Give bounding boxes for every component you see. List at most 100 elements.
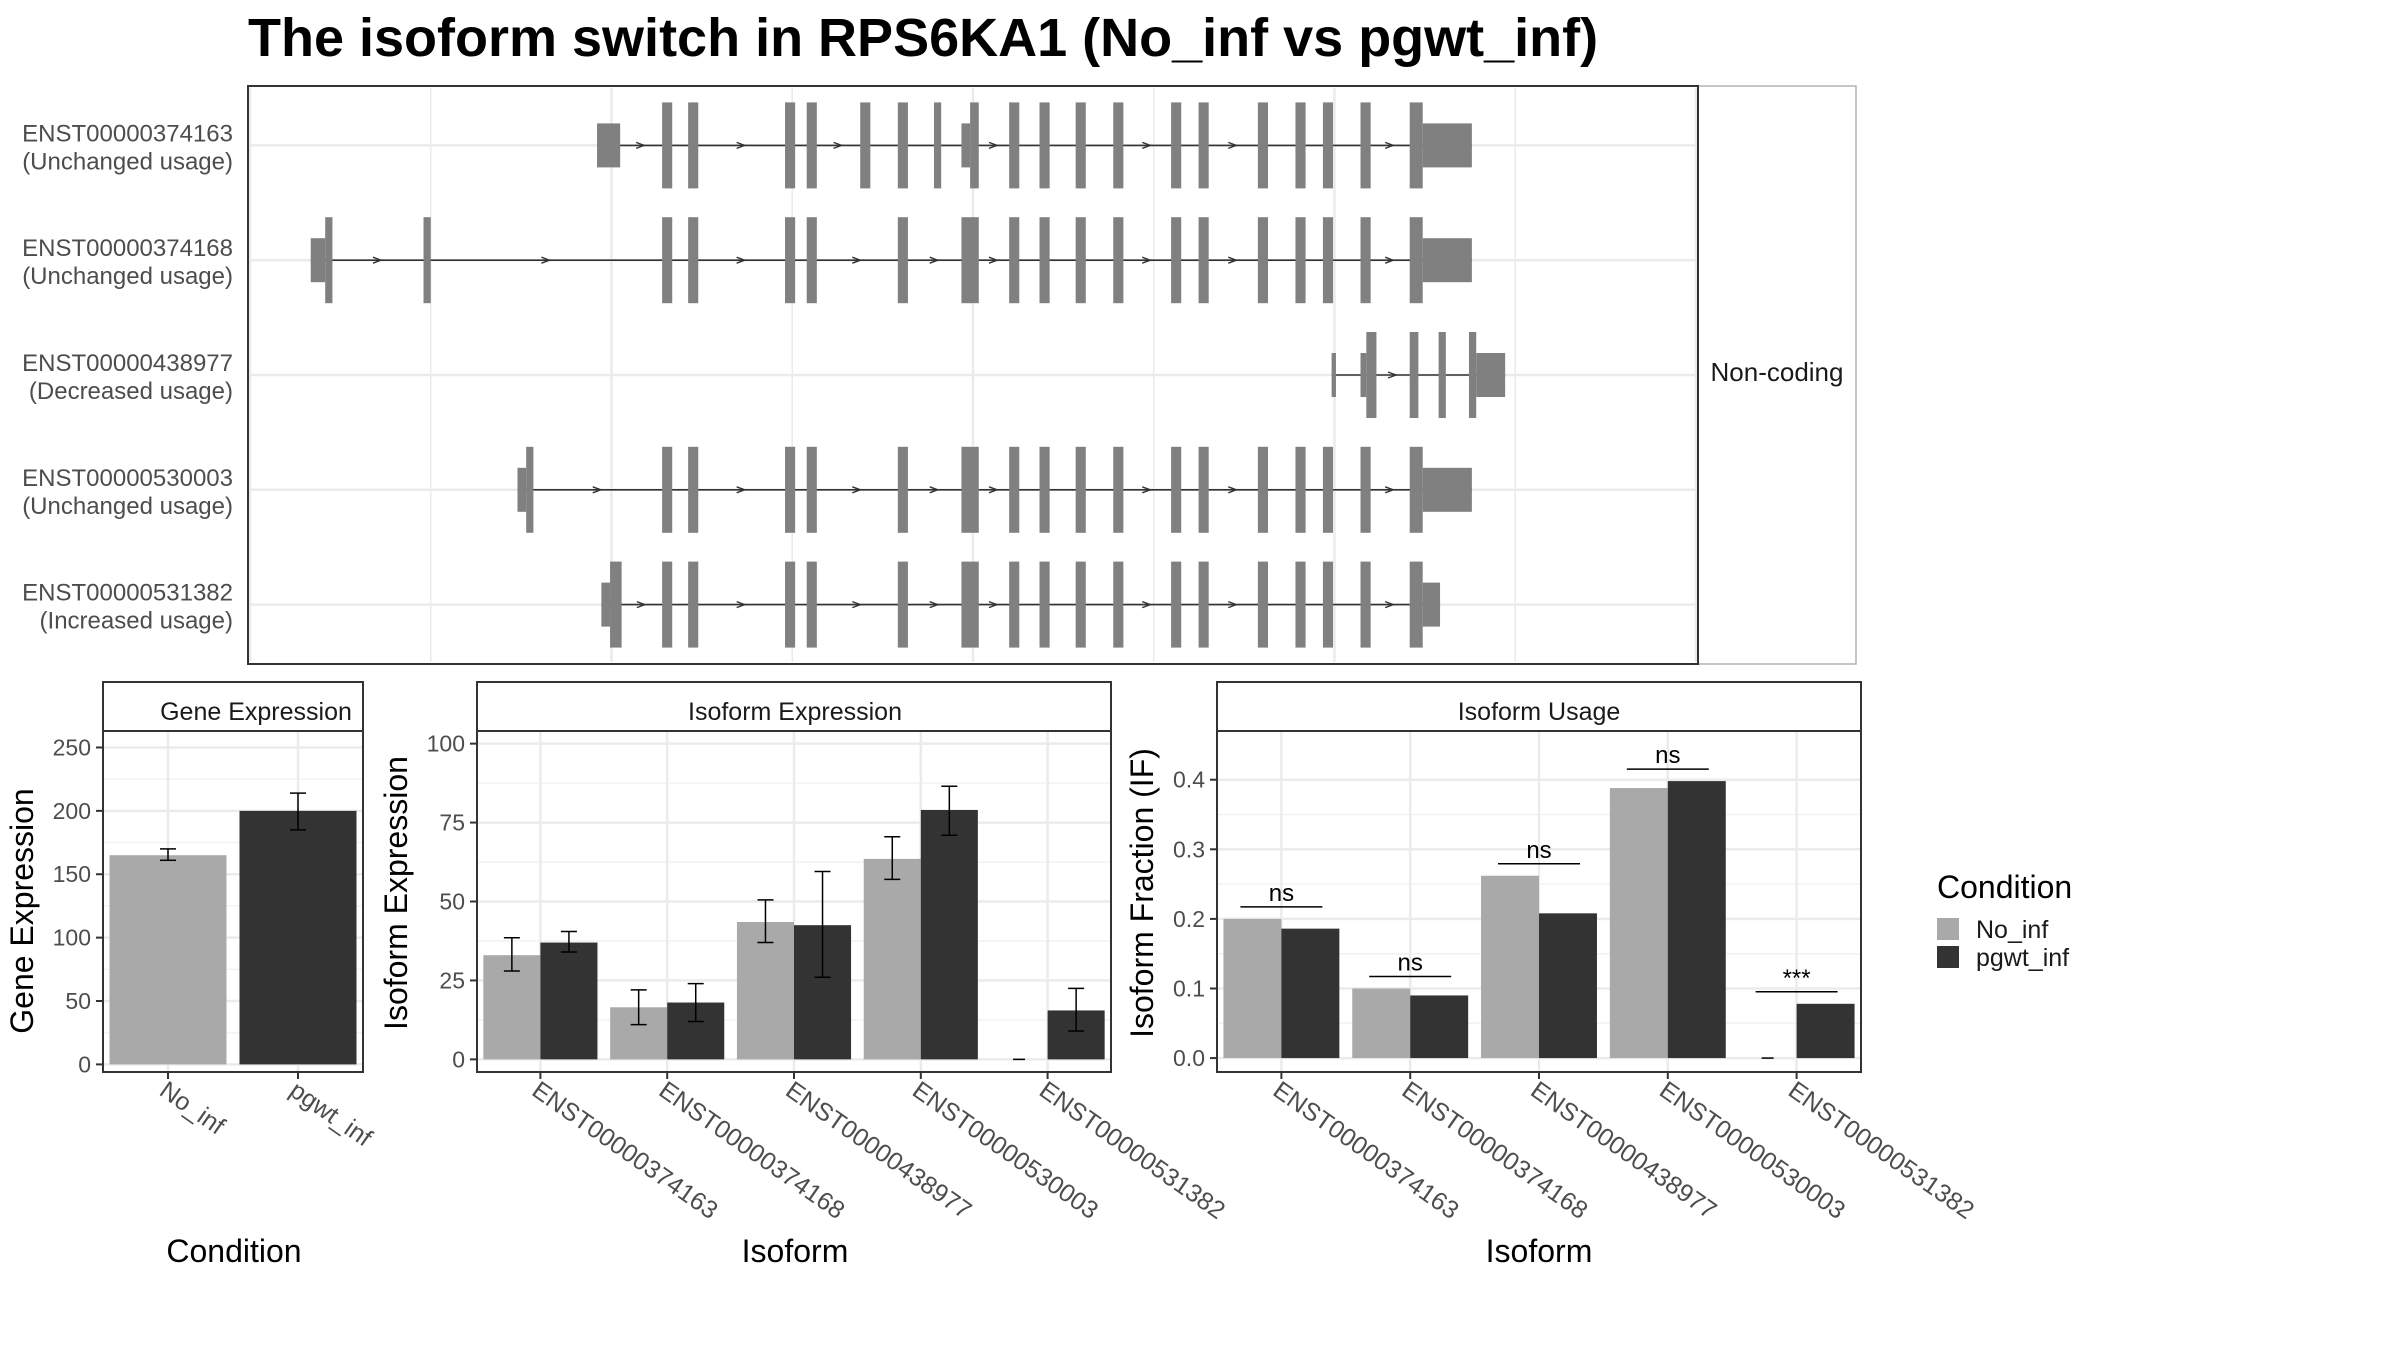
coding-exon — [1198, 446, 1209, 533]
coding-exon — [1009, 102, 1020, 189]
structure-isoform-usage-label: (Increased usage) — [40, 608, 233, 635]
coding-exon — [1198, 217, 1209, 304]
coding-exon — [785, 102, 796, 189]
isoform-usage-strip — [1216, 681, 1862, 732]
intron-direction-arrow — [1384, 256, 1396, 264]
intron-direction-arrow — [852, 600, 863, 609]
coding-exon — [806, 561, 817, 648]
isoform-usage-y-tick-label: 0.4 — [1173, 767, 1205, 793]
coding-exon — [688, 217, 699, 304]
coding-exon — [325, 217, 333, 304]
coding-exon — [1360, 102, 1371, 189]
gene-expression-x-axis-label: Condition — [166, 1233, 301, 1269]
structure-isoform-usage-label: (Decreased usage) — [29, 378, 233, 405]
isoform-expression-y-tick-label: 0 — [452, 1046, 465, 1072]
coding-exon — [806, 102, 817, 189]
structure-isoform-id-label: ENST00000374168 — [22, 235, 233, 262]
isoform-expression-x-axis-label: Isoform — [742, 1233, 849, 1269]
gene-expression-y-tick-label: 0 — [78, 1051, 91, 1077]
coding-exon — [897, 102, 908, 189]
structure-track-ENST00000438977 — [1331, 332, 1506, 418]
isoform-expression-y-tick-label: 100 — [427, 731, 465, 757]
coding-exon — [1075, 217, 1086, 304]
coding-exon — [1295, 561, 1306, 648]
isoform-usage-bar-no-inf — [1352, 988, 1411, 1059]
structure-isoform-id-label: ENST00000531382 — [22, 580, 233, 607]
intron-direction-arrow — [541, 256, 552, 264]
utr-exon — [597, 123, 621, 168]
isoform-expression-strip-title: Isoform Expression — [688, 698, 902, 726]
structure-isoform-id-label: ENST00000438977 — [22, 350, 233, 377]
intron-direction-arrow — [929, 486, 940, 494]
isoform-usage-bar-pgwt-inf — [1539, 913, 1597, 1059]
isoform-expression-strip — [476, 681, 1112, 732]
intron-direction-arrow — [736, 600, 747, 609]
isoform-usage-y-tick-label: 0.0 — [1173, 1045, 1205, 1071]
isoform-usage-bar-no-inf — [1609, 788, 1668, 1059]
coding-exon — [806, 217, 817, 304]
coding-exon — [688, 446, 699, 533]
coding-exon — [662, 446, 673, 533]
coding-exon — [1468, 332, 1477, 418]
isoform-usage-bar-pgwt-inf — [1667, 781, 1726, 1059]
intron-direction-arrow — [1384, 600, 1396, 609]
intron-direction-arrow — [988, 486, 999, 494]
coding-exon — [806, 446, 817, 533]
utr-exon — [601, 582, 611, 627]
coding-exon — [1295, 446, 1306, 533]
intron-direction-arrow — [372, 256, 383, 264]
intron-direction-arrow — [1228, 141, 1239, 150]
utr-exon — [1331, 353, 1336, 397]
strip-label-non-coding: Non-coding — [1711, 357, 1844, 387]
coding-exon — [1322, 102, 1334, 189]
condition-legend: Condition No_inf pgwt_inf — [1937, 869, 2072, 972]
coding-exon — [1322, 446, 1334, 533]
structure-tracks — [310, 102, 1506, 648]
coding-exon — [1409, 332, 1419, 418]
coding-exon — [1075, 102, 1086, 189]
coding-exon — [1113, 446, 1124, 533]
intron-direction-arrow — [1228, 600, 1239, 609]
isoform-usage-bar-no-inf — [1481, 875, 1539, 1059]
isoform-usage-y-tick-label: 0.2 — [1173, 906, 1205, 932]
coding-exon — [1438, 332, 1446, 418]
coding-exon — [1075, 561, 1086, 648]
isoform-expression-bar-no-inf — [863, 858, 921, 1060]
gene-expression-y-tick-label: 200 — [53, 798, 91, 824]
structure-track-ENST00000531382 — [601, 561, 1441, 648]
coding-exon — [688, 102, 699, 189]
intron-direction-arrow — [736, 256, 747, 264]
gene-expression-y-axis-label: Gene Expression — [4, 788, 40, 1033]
gene-expression-y-tick-label: 250 — [53, 734, 91, 760]
legend-title: Condition — [1937, 869, 2072, 905]
utr-exon — [1422, 238, 1472, 283]
structure-isoform-usage-label: (Unchanged usage) — [22, 493, 233, 520]
legend-label-no-inf: No_inf — [1976, 916, 2048, 944]
coding-exon — [1198, 102, 1209, 189]
coding-exon — [1322, 217, 1334, 304]
coding-exon — [961, 561, 979, 648]
coding-exon — [1075, 446, 1086, 533]
coding-exon — [897, 561, 908, 648]
intron-direction-arrow — [1141, 141, 1153, 150]
utr-exon — [1422, 123, 1472, 168]
coding-exon — [1113, 102, 1124, 189]
legend-key-no-inf — [1937, 918, 1959, 940]
isoform-expression-bar-pgwt-inf — [540, 942, 598, 1060]
structure-isoform-labels: ENST00000374163(Unchanged usage)ENST0000… — [22, 120, 233, 634]
coding-exon — [1409, 217, 1423, 304]
coding-exon — [1257, 217, 1268, 304]
gene-expression-y-tick-label: 150 — [53, 861, 91, 887]
coding-exon — [1009, 217, 1020, 304]
isoform-expression-y-tick-label: 50 — [439, 889, 465, 915]
isoform-usage-y-tick-label: 0.3 — [1173, 836, 1205, 862]
coding-exon — [785, 561, 796, 648]
coding-exon — [785, 217, 796, 304]
utr-exon — [1360, 353, 1367, 397]
coding-exon — [897, 217, 908, 304]
structure-track-ENST00000374168 — [310, 217, 1472, 304]
intron-direction-arrow — [1384, 141, 1396, 150]
gene-expression-y-tick-label: 50 — [65, 988, 91, 1014]
gene-expression-strip-title: Gene Expression — [160, 698, 352, 726]
gene-expression-strip — [102, 681, 364, 732]
